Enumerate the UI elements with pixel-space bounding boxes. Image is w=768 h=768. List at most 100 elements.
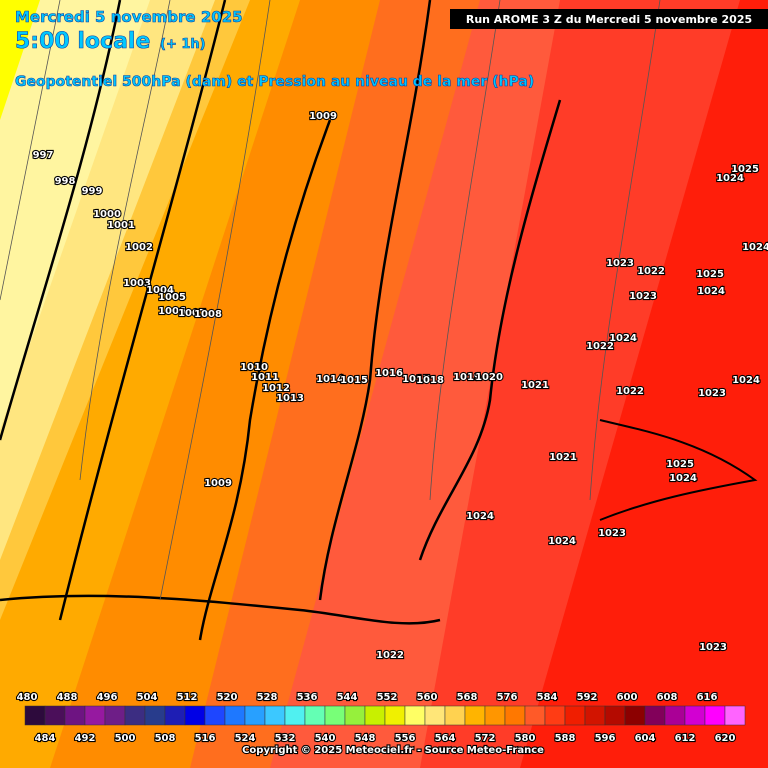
color-swatch (324, 705, 346, 726)
pressure-label: 1022 (637, 266, 665, 277)
color-swatch (64, 705, 86, 726)
scale-label-bottom: 612 (675, 733, 696, 744)
pressure-label: 998 (55, 176, 76, 187)
color-swatch (624, 705, 646, 726)
pressure-label: 1025 (696, 269, 724, 280)
scale-label-top: 584 (537, 692, 558, 703)
color-swatch (304, 705, 326, 726)
scale-label-bottom: 580 (515, 733, 536, 744)
pressure-label: 1007 (178, 308, 206, 319)
pressure-label: 1019 (453, 372, 481, 383)
color-swatch (244, 705, 266, 726)
color-swatch (364, 705, 386, 726)
color-swatch (384, 705, 406, 726)
scale-label-top: 520 (217, 692, 238, 703)
color-swatch (684, 705, 706, 726)
scale-label-bottom: 620 (715, 733, 736, 744)
scale-label-top: 488 (57, 692, 78, 703)
pressure-label: 1022 (616, 386, 644, 397)
color-scale: 480 488 496 504 512 520 528 536 544 552 560 568 576 5… (15, 691, 746, 745)
pressure-label: 1002 (125, 242, 153, 253)
color-swatch (544, 705, 566, 726)
run-info: Run AROME 3 Z du Mercredi 5 novembre 202… (466, 13, 752, 26)
pressure-label: 1017 (402, 374, 430, 385)
color-swatch (724, 705, 746, 726)
pressure-label: 997 (33, 150, 54, 161)
color-swatch (604, 705, 626, 726)
color-swatch (144, 705, 166, 726)
pressure-label: 1020 (475, 372, 503, 383)
scale-label-top: 544 (337, 692, 358, 703)
scale-label-bottom: 564 (435, 733, 456, 744)
pressure-label: 1022 (376, 650, 404, 661)
scale-label-bottom: 500 (115, 733, 136, 744)
pressure-label: 1023 (606, 258, 634, 269)
scale-label-bottom: 516 (195, 733, 216, 744)
date: Mercredi 5 novembre 2025 (15, 8, 243, 26)
pressure-label: 1005 (158, 292, 186, 303)
pressure-label: 1022 (586, 341, 614, 352)
scale-label-top: 560 (417, 692, 438, 703)
scale-label-bottom: 484 (35, 733, 56, 744)
subtitle: Geopotentiel 500hPa (dam) et Pression au… (15, 74, 534, 90)
pressure-label: 1023 (598, 528, 626, 539)
pressure-label: 1024 (716, 173, 744, 184)
color-swatch (644, 705, 666, 726)
time: 5:00 locale (15, 29, 150, 54)
color-swatch (444, 705, 466, 726)
color-swatch (164, 705, 186, 726)
scale-label-top: 512 (177, 692, 198, 703)
scale-label-bottom: 532 (275, 733, 296, 744)
color-swatch (344, 705, 366, 726)
pressure-label: 1018 (416, 375, 444, 386)
pressure-label: 1000 (93, 209, 121, 220)
pressure-label: 1023 (629, 291, 657, 302)
pressure-label: 1012 (262, 383, 290, 394)
scale-label-top: 528 (257, 692, 278, 703)
scale-label-top: 552 (377, 692, 398, 703)
scale-label-top: 504 (137, 692, 158, 703)
pressure-labels: 9979989991000100110021003100410051006100… (31, 110, 768, 662)
pressure-label: 1024 (466, 511, 494, 522)
color-swatch (524, 705, 546, 726)
color-swatch (424, 705, 446, 726)
scale-label-top: 576 (497, 692, 518, 703)
pressure-label: 1024 (697, 286, 725, 297)
color-swatch (484, 705, 506, 726)
scale-label-top: 480 (17, 692, 38, 703)
color-swatch (404, 705, 426, 726)
pressure-label: 1008 (194, 309, 222, 320)
scale-label-bottom: 588 (555, 733, 576, 744)
pressure-label: 1009 (204, 478, 232, 489)
color-swatch (104, 705, 126, 726)
color-swatch (704, 705, 726, 726)
scale-label-bottom: 572 (475, 733, 496, 744)
pressure-label: 1011 (251, 372, 279, 383)
pressure-label: 1024 (548, 536, 576, 547)
color-swatch (204, 705, 226, 726)
pressure-label: 1016 (375, 368, 403, 379)
pressure-label: 1024 (669, 473, 697, 484)
scale-label-bottom: 556 (395, 733, 416, 744)
pressure-label: 1024 (609, 333, 637, 344)
scale-label-top: 608 (657, 692, 678, 703)
scale-label-bottom: 524 (235, 733, 256, 744)
pressure-label: 1015 (340, 375, 368, 386)
color-swatch (584, 705, 606, 726)
scale-label-top: 600 (617, 692, 638, 703)
color-swatch (184, 705, 206, 726)
color-swatch (44, 705, 66, 726)
color-swatch (464, 705, 486, 726)
pressure-label: 1023 (699, 642, 727, 653)
pressure-label: 1004 (146, 285, 174, 296)
scale-label-bottom: 596 (595, 733, 616, 744)
pressure-label: 1010 (240, 362, 268, 373)
color-swatch (284, 705, 306, 726)
offset: (+ 1h) (160, 37, 206, 52)
pressure-label: 1024 (732, 375, 760, 386)
color-swatch (504, 705, 526, 726)
scale-label-top: 496 (97, 692, 118, 703)
pressure-label: 1023 (698, 388, 726, 399)
pressure-label: 1001 (107, 220, 135, 231)
